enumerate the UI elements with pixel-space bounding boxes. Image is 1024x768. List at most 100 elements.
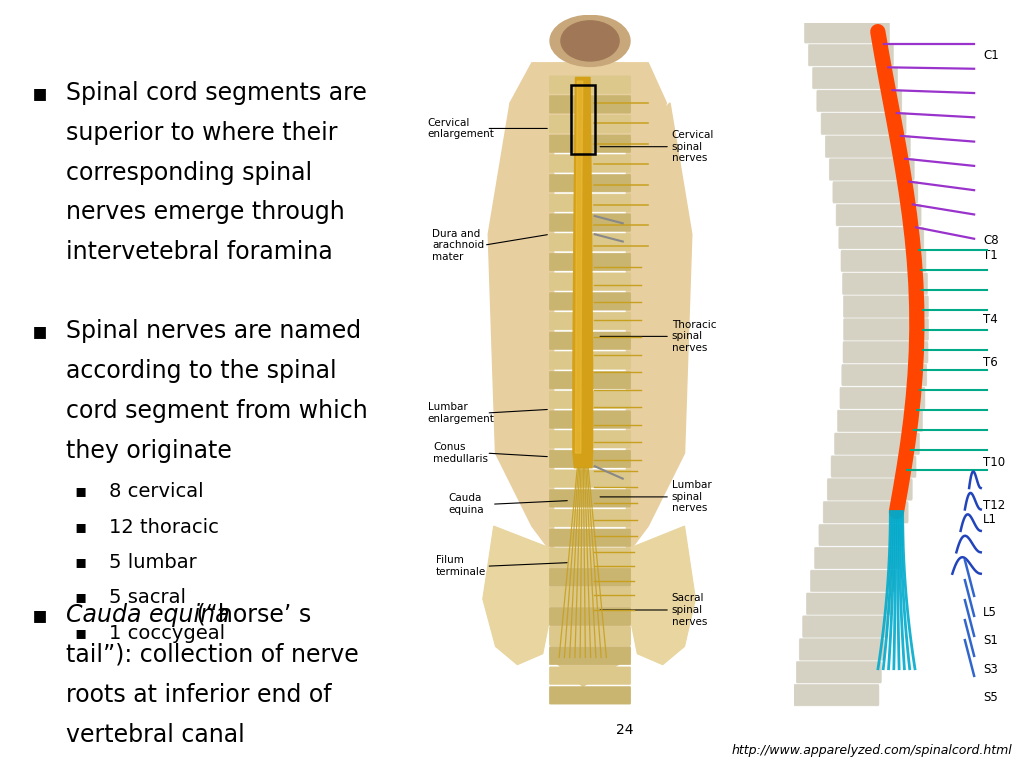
FancyBboxPatch shape [806,593,891,614]
FancyBboxPatch shape [549,529,631,547]
FancyBboxPatch shape [825,136,910,157]
FancyBboxPatch shape [549,391,631,409]
FancyBboxPatch shape [549,470,631,488]
Text: roots at inferior end of: roots at inferior end of [67,683,332,707]
FancyBboxPatch shape [797,661,882,683]
Text: ▪: ▪ [32,603,48,627]
Text: 1 coccygeal: 1 coccygeal [110,624,225,643]
FancyBboxPatch shape [549,332,631,349]
Text: Sacral
spinal
nerves: Sacral spinal nerves [672,594,708,627]
Text: S3: S3 [983,663,997,676]
FancyBboxPatch shape [549,115,631,133]
Polygon shape [630,526,695,665]
Text: http://www.apparelyzed.com/spinalcord.html: http://www.apparelyzed.com/spinalcord.ht… [731,744,1012,757]
Text: Cervical
spinal
nerves: Cervical spinal nerves [672,130,714,164]
Text: ▪: ▪ [32,319,48,343]
Text: L5: L5 [983,606,996,619]
FancyBboxPatch shape [843,342,928,363]
FancyBboxPatch shape [549,253,631,271]
Text: 24: 24 [615,723,634,737]
Polygon shape [575,81,583,453]
FancyBboxPatch shape [549,647,631,665]
FancyBboxPatch shape [815,548,900,569]
FancyBboxPatch shape [549,194,631,212]
Ellipse shape [561,21,620,61]
FancyBboxPatch shape [549,627,631,645]
FancyBboxPatch shape [837,204,922,226]
Text: T4: T4 [983,313,997,326]
Polygon shape [488,103,554,555]
FancyBboxPatch shape [833,181,918,203]
FancyBboxPatch shape [805,22,890,43]
FancyBboxPatch shape [808,45,893,66]
FancyBboxPatch shape [549,431,631,448]
Text: 8 cervical: 8 cervical [110,482,204,502]
Text: superior to where their: superior to where their [67,121,338,144]
Text: tail”): collection of nerve: tail”): collection of nerve [67,643,358,667]
FancyBboxPatch shape [831,456,916,477]
FancyBboxPatch shape [549,450,631,468]
Text: Lumbar
spinal
nerves: Lumbar spinal nerves [672,480,712,514]
FancyBboxPatch shape [840,387,925,409]
Text: Thoracic
spinal
nerves: Thoracic spinal nerves [672,319,717,353]
FancyBboxPatch shape [549,293,631,310]
Text: Dura and
arachnoid
mater: Dura and arachnoid mater [432,229,484,262]
FancyBboxPatch shape [842,365,927,386]
Text: Conus
medullaris: Conus medullaris [433,442,488,464]
Text: Cauda equina: Cauda equina [67,603,229,627]
Polygon shape [550,548,630,687]
FancyBboxPatch shape [549,411,631,429]
FancyBboxPatch shape [803,616,888,637]
Text: L1: L1 [983,513,997,526]
Text: S1: S1 [983,634,997,647]
Text: according to the spinal: according to the spinal [67,359,337,382]
Text: intervetebral foramina: intervetebral foramina [67,240,333,264]
FancyBboxPatch shape [549,490,631,507]
Text: 12 thoracic: 12 thoracic [110,518,219,537]
Text: 5 lumbar: 5 lumbar [110,553,197,572]
FancyBboxPatch shape [549,687,631,704]
FancyBboxPatch shape [549,588,631,606]
FancyBboxPatch shape [549,214,631,231]
Text: T12: T12 [983,498,1006,511]
Text: C1: C1 [983,48,998,61]
FancyBboxPatch shape [549,313,631,329]
FancyBboxPatch shape [823,502,908,523]
Polygon shape [573,78,593,468]
FancyBboxPatch shape [794,684,879,706]
Text: corresponding spinal: corresponding spinal [67,161,312,184]
FancyBboxPatch shape [549,548,631,566]
FancyBboxPatch shape [549,607,631,625]
Text: Lumbar
enlargement: Lumbar enlargement [428,402,495,424]
FancyBboxPatch shape [549,154,631,172]
Text: nerves emerge through: nerves emerge through [67,200,345,224]
FancyBboxPatch shape [549,233,631,251]
FancyBboxPatch shape [549,273,631,290]
Polygon shape [482,526,550,665]
FancyBboxPatch shape [839,227,924,249]
Text: (“horse’ s: (“horse’ s [188,603,311,627]
Polygon shape [510,63,667,147]
FancyBboxPatch shape [843,273,928,294]
Text: ▪: ▪ [75,624,87,641]
Text: ▪: ▪ [75,588,87,606]
FancyBboxPatch shape [827,478,912,500]
FancyBboxPatch shape [549,372,631,389]
Text: T1: T1 [983,249,997,262]
Text: Cervical
enlargement: Cervical enlargement [428,118,495,139]
FancyBboxPatch shape [817,90,902,111]
FancyBboxPatch shape [549,96,631,113]
FancyBboxPatch shape [549,352,631,369]
Text: vertebral canal: vertebral canal [67,723,245,746]
FancyBboxPatch shape [838,410,923,432]
FancyBboxPatch shape [549,135,631,153]
FancyBboxPatch shape [810,570,895,591]
FancyBboxPatch shape [844,319,929,340]
Text: ▪: ▪ [75,518,87,535]
Text: Cauda
equina: Cauda equina [449,493,484,515]
FancyBboxPatch shape [835,433,920,455]
Text: T10: T10 [983,455,1006,468]
Ellipse shape [550,15,630,67]
Text: ▪: ▪ [75,553,87,571]
FancyBboxPatch shape [549,174,631,192]
